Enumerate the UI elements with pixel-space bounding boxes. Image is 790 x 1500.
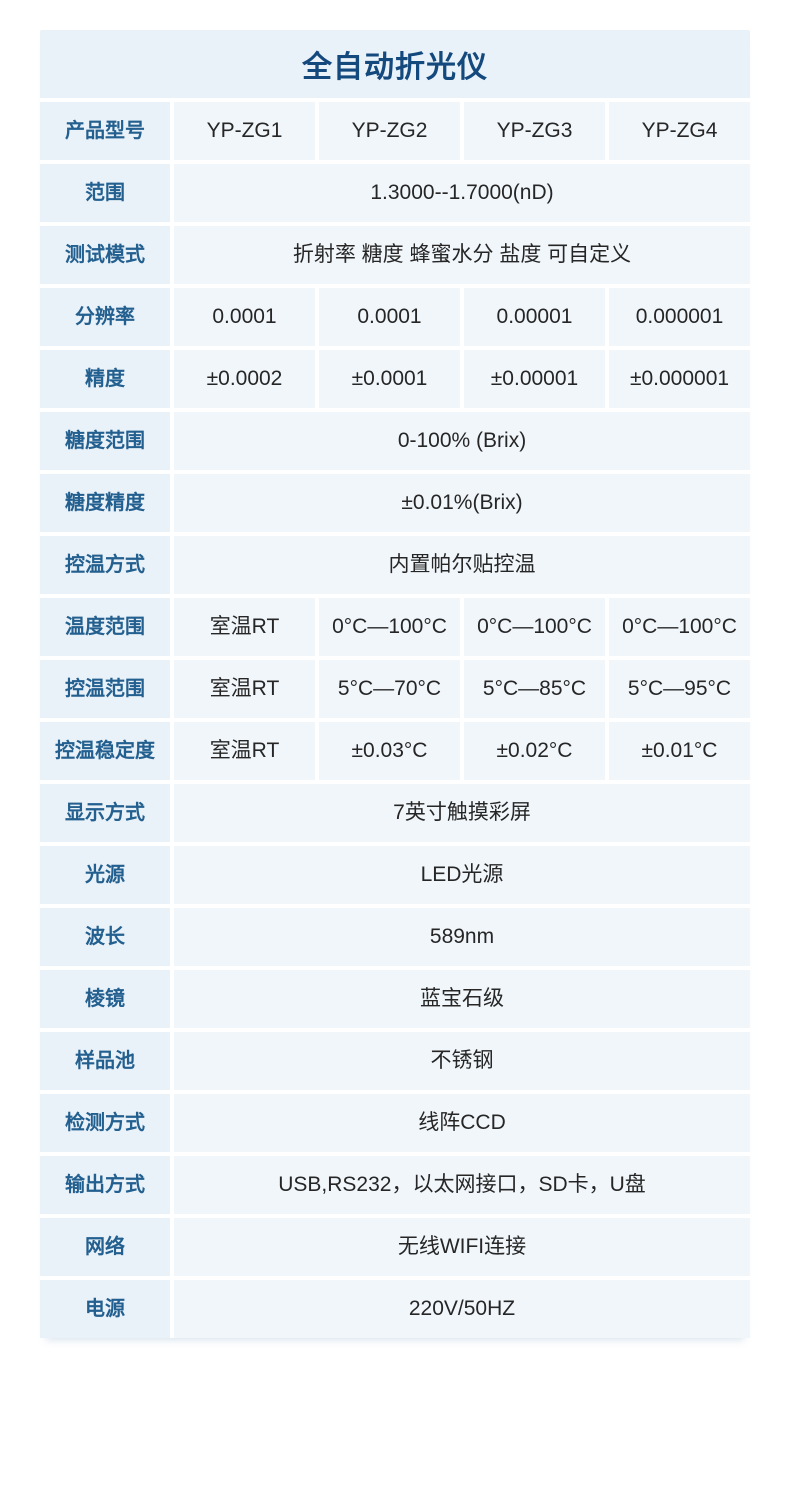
spec-value-cell: YP-ZG3	[464, 102, 605, 160]
spec-value-cell: ±0.000001	[609, 350, 750, 408]
spec-value-cell: 折射率 糖度 蜂蜜水分 盐度 可自定义	[174, 226, 750, 284]
spec-value-cell: 0-100% (Brix)	[174, 412, 750, 470]
row-label: 电源	[40, 1280, 170, 1338]
spec-value-cell: ±0.01%(Brix)	[174, 474, 750, 532]
spec-value-cell: 不锈钢	[174, 1032, 750, 1090]
row-label: 分辨率	[40, 288, 170, 346]
spec-value-cell: 1.3000--1.7000(nD)	[174, 164, 750, 222]
spec-value-cell: USB,RS232，以太网接口，SD卡，U盘	[174, 1156, 750, 1214]
row-label: 样品池	[40, 1032, 170, 1090]
spec-value-cell: 5°C—85°C	[464, 660, 605, 718]
spec-value-cell: 蓝宝石级	[174, 970, 750, 1028]
spec-value-cell: 室温RT	[174, 722, 315, 780]
spec-value-cell: LED光源	[174, 846, 750, 904]
spec-value-cell: ±0.00001	[464, 350, 605, 408]
row-label: 控温稳定度	[40, 722, 170, 780]
row-label: 输出方式	[40, 1156, 170, 1214]
spec-value-cell: 线阵CCD	[174, 1094, 750, 1152]
row-label: 产品型号	[40, 102, 170, 160]
row-label: 棱镜	[40, 970, 170, 1028]
spec-value-cell: ±0.0002	[174, 350, 315, 408]
spec-value-cell: 0°C—100°C	[319, 598, 460, 656]
spec-value-cell: 0°C—100°C	[464, 598, 605, 656]
spec-value-cell: ±0.0001	[319, 350, 460, 408]
spec-value-cell: ±0.03°C	[319, 722, 460, 780]
spec-value-cell: 0.00001	[464, 288, 605, 346]
spec-value-cell: 室温RT	[174, 598, 315, 656]
spec-value-cell: 0.000001	[609, 288, 750, 346]
spec-value-cell: 无线WIFI连接	[174, 1218, 750, 1276]
row-label: 光源	[40, 846, 170, 904]
row-label: 糖度精度	[40, 474, 170, 532]
row-label: 温度范围	[40, 598, 170, 656]
spec-value-cell: YP-ZG2	[319, 102, 460, 160]
spec-value-cell: 室温RT	[174, 660, 315, 718]
row-label: 网络	[40, 1218, 170, 1276]
spec-value-cell: 5°C—95°C	[609, 660, 750, 718]
row-label: 控温范围	[40, 660, 170, 718]
spec-sheet: 全自动折光仪 产品型号 YP-ZG1 YP-ZG2 YP-ZG3 YP-ZG4 范围 1.3…	[40, 30, 750, 1338]
row-label: 波长	[40, 908, 170, 966]
spec-value-cell: ±0.02°C	[464, 722, 605, 780]
spec-value-cell: 5°C—70°C	[319, 660, 460, 718]
spec-value-cell: YP-ZG4	[609, 102, 750, 160]
spec-table: 产品型号 YP-ZG1 YP-ZG2 YP-ZG3 YP-ZG4 范围 1.3000--1.…	[40, 102, 750, 1338]
spec-value-cell: YP-ZG1	[174, 102, 315, 160]
row-label: 检测方式	[40, 1094, 170, 1152]
row-label: 控温方式	[40, 536, 170, 594]
spec-value-cell: 7英寸触摸彩屏	[174, 784, 750, 842]
spec-value-cell: 内置帕尔贴控温	[174, 536, 750, 594]
spec-value-cell: 0.0001	[174, 288, 315, 346]
spec-value-cell: 0°C—100°C	[609, 598, 750, 656]
row-label: 范围	[40, 164, 170, 222]
spec-value-cell: 220V/50HZ	[174, 1280, 750, 1338]
spec-value-cell: ±0.01°C	[609, 722, 750, 780]
product-title: 全自动折光仪	[302, 51, 488, 84]
row-label: 精度	[40, 350, 170, 408]
row-label: 糖度范围	[40, 412, 170, 470]
spec-value-cell: 0.0001	[319, 288, 460, 346]
row-label: 测试模式	[40, 226, 170, 284]
row-label: 显示方式	[40, 784, 170, 842]
table-title-bar: 全自动折光仪	[40, 30, 750, 98]
spec-value-cell: 589nm	[174, 908, 750, 966]
